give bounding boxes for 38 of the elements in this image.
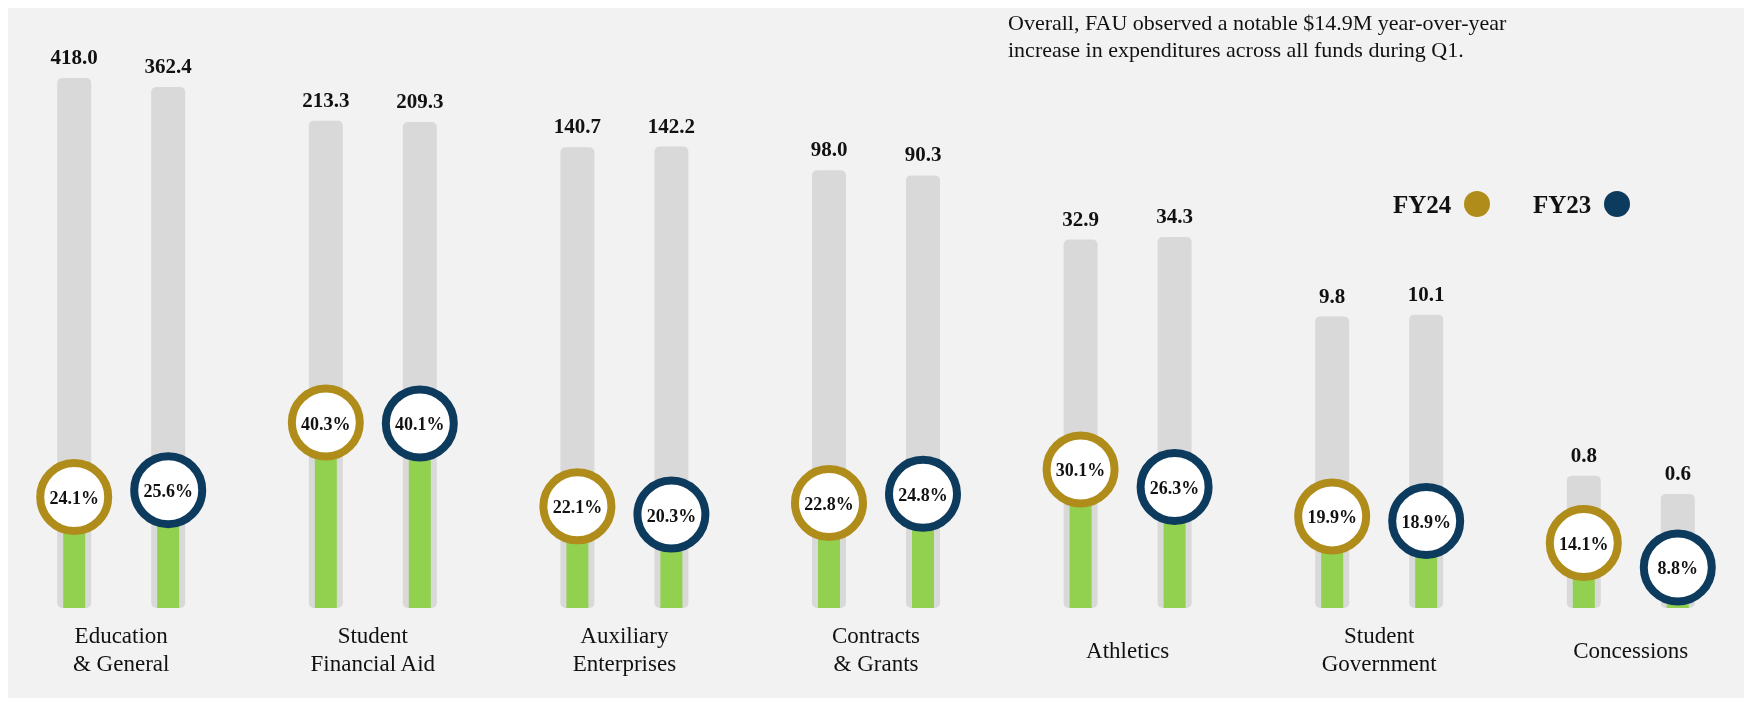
data-label: 213.3 bbox=[302, 87, 350, 112]
data-label: 10.1 bbox=[1407, 281, 1445, 306]
x-tick-label: Education & General bbox=[73, 623, 170, 676]
data-label: 18.9% bbox=[1401, 512, 1451, 532]
data-label: 362.4 bbox=[144, 54, 193, 79]
x-tick-label: Auxiliary Enterprises bbox=[572, 623, 677, 676]
data-label: 22.1% bbox=[552, 497, 603, 518]
data-label: 8.8% bbox=[1657, 558, 1699, 579]
data-label: 26.3% bbox=[1149, 477, 1200, 498]
data-label: 40.3% bbox=[301, 413, 351, 434]
data-label: 34.3 bbox=[1156, 203, 1193, 228]
data-label: 90.3 bbox=[904, 142, 942, 167]
legend-label: FY24 bbox=[1393, 191, 1452, 218]
data-label: 30.1% bbox=[1055, 460, 1106, 481]
legend-label: FY23 bbox=[1533, 191, 1592, 218]
data-label: 19.9% bbox=[1307, 507, 1357, 528]
data-label: 24.8% bbox=[898, 484, 948, 505]
x-tick-label: Student Financial Aid bbox=[310, 623, 436, 676]
data-label: 0.6 bbox=[1664, 461, 1691, 486]
x-tick-label: Contracts & Grants bbox=[831, 623, 921, 676]
x-tick-label: Athletics bbox=[1086, 638, 1170, 663]
data-label: 0.8 bbox=[1570, 442, 1597, 467]
data-label: 25.6% bbox=[143, 481, 193, 502]
data-label: 418.0 bbox=[50, 45, 98, 69]
data-label: 32.9 bbox=[1062, 206, 1099, 231]
data-label: 98.0 bbox=[810, 137, 848, 162]
data-label: 20.3% bbox=[646, 505, 697, 526]
data-label: 40.1% bbox=[395, 414, 445, 435]
x-tick-label: Concessions bbox=[1573, 638, 1689, 663]
data-label: 9.8 bbox=[1319, 283, 1346, 308]
data-label: 142.2 bbox=[647, 113, 696, 138]
data-label: 209.3 bbox=[396, 88, 444, 113]
text: Overall, FAU observed a notable $14.9M year-over-year increase in expenditures across all funds during Q1. bbox=[1008, 10, 1508, 62]
x-tick-label: Student Government bbox=[1321, 623, 1438, 676]
data-label: 22.8% bbox=[804, 494, 854, 515]
data-label: 14.1% bbox=[1559, 534, 1609, 555]
data-label: 140.7 bbox=[553, 114, 602, 139]
data-label: 24.1% bbox=[49, 488, 99, 509]
